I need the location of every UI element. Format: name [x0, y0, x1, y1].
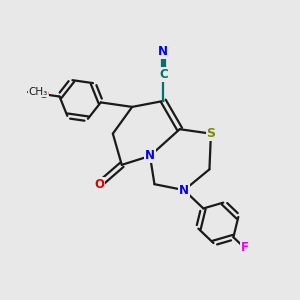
- Text: CH₃: CH₃: [28, 87, 48, 97]
- Text: N: N: [158, 45, 168, 58]
- Text: N: N: [179, 184, 189, 196]
- Text: S: S: [206, 127, 215, 140]
- Text: N: N: [145, 149, 155, 162]
- Text: O: O: [94, 178, 104, 191]
- Text: O: O: [38, 88, 48, 101]
- Text: C: C: [159, 68, 168, 81]
- Text: F: F: [241, 242, 249, 254]
